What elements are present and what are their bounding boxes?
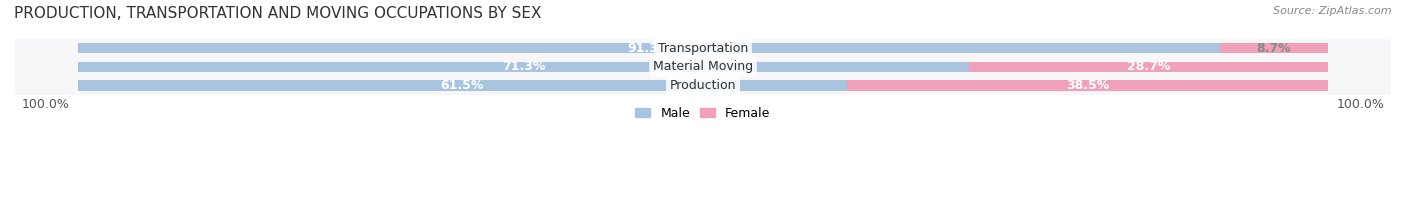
Bar	[846, 80, 1329, 91]
Bar	[1219, 43, 1329, 53]
Text: PRODUCTION, TRANSPORTATION AND MOVING OCCUPATIONS BY SEX: PRODUCTION, TRANSPORTATION AND MOVING OC…	[14, 6, 541, 21]
Bar	[77, 43, 1219, 53]
Text: Source: ZipAtlas.com: Source: ZipAtlas.com	[1274, 6, 1392, 16]
Bar	[15, 57, 1391, 76]
Text: 100.0%: 100.0%	[1337, 98, 1385, 111]
Text: 61.5%: 61.5%	[440, 79, 484, 92]
Bar	[15, 39, 1391, 57]
Text: 71.3%: 71.3%	[502, 60, 546, 73]
Text: 100.0%: 100.0%	[21, 98, 69, 111]
Text: Transportation: Transportation	[658, 42, 748, 55]
Text: 38.5%: 38.5%	[1066, 79, 1109, 92]
Bar	[77, 62, 970, 72]
Bar	[15, 76, 1391, 95]
Bar	[970, 62, 1329, 72]
Text: Production: Production	[669, 79, 737, 92]
Text: Material Moving: Material Moving	[652, 60, 754, 73]
Bar	[77, 80, 846, 91]
Text: 8.7%: 8.7%	[1257, 42, 1291, 55]
Legend: Male, Female: Male, Female	[636, 107, 770, 120]
Text: 91.3%: 91.3%	[627, 42, 671, 55]
Text: 28.7%: 28.7%	[1128, 60, 1171, 73]
